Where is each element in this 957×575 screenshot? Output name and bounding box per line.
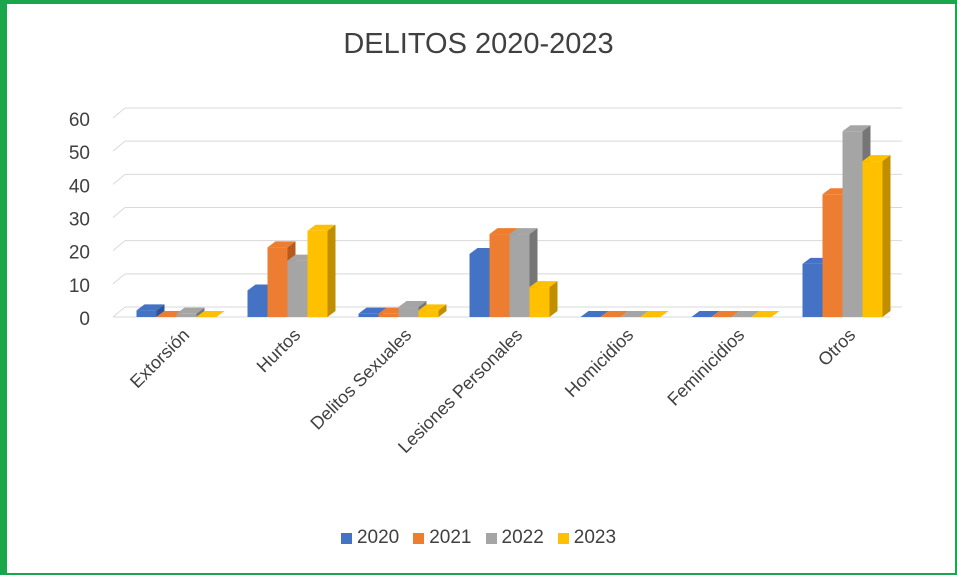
bar-top [176,307,205,314]
bar [862,161,883,317]
legend-swatch [340,532,352,544]
chart-title: DELITOS 2020-2023 [343,28,614,60]
bar [176,313,197,317]
legend-label: 2021 [429,527,472,548]
legend-swatch [413,532,425,544]
bar [529,287,550,317]
y-tick-label: 50 [69,143,90,164]
bar-top [307,224,336,231]
legend-swatch [485,532,497,544]
chart-legend: 2020 2021 2022 2023 [0,527,957,549]
bar-top [691,311,720,317]
bar-top [418,304,447,311]
legend-label: 2022 [501,527,544,548]
frame-border-bottom [0,573,957,575]
bar-top [398,301,427,308]
bar-top [509,228,538,235]
bar-top [842,125,871,132]
gridline-diagonal [112,273,126,285]
bar-top [640,311,669,317]
bar-top [711,311,740,317]
bar-top [489,228,518,235]
bar [307,230,328,317]
y-tick-label: 10 [69,276,90,297]
y-tick-label: 20 [69,243,90,264]
gridline-diagonal [112,306,126,318]
x-tick-label: Lesiones Personales [394,325,526,457]
bar [418,310,439,317]
x-tick-label: Hurtos [253,325,305,377]
bar [398,307,419,317]
x-tick-label: Otros [814,325,859,370]
gridline-diagonal [112,207,126,218]
bar [842,131,863,317]
bar [247,290,268,317]
bar [509,234,530,317]
legend-item: 2023 [557,527,617,549]
gridline-diagonal [112,107,126,119]
bar-side [156,304,165,317]
bar-top [751,311,780,317]
bar-top [358,307,387,314]
bar [358,313,379,317]
bar-side [549,281,558,317]
bar-side [327,224,336,317]
legend-item: 2022 [485,527,544,549]
legend-label: 2020 [356,527,400,548]
gridline-diagonal [112,240,126,252]
bar [822,194,843,317]
bar [287,260,308,317]
legend-item: 2021 [413,527,472,549]
x-tick-label: Feminicidios [663,325,748,410]
x-tick-label: Extorsión [126,325,193,392]
legend-item: 2020 [340,527,400,549]
gridline-diagonal [112,140,126,152]
bar [802,263,823,317]
bar-side [882,155,891,317]
bar-top [620,311,649,317]
bar [136,310,157,317]
gridline-diagonal [112,173,126,185]
y-tick-label: 30 [69,210,90,231]
bar-top [196,311,225,317]
bar-top [600,311,629,317]
frame-border-right [955,0,957,575]
legend-label: 2023 [573,527,617,548]
bar-side [438,304,447,317]
bar [489,234,510,317]
bar-top [580,311,609,317]
frame-border-left [0,0,7,575]
y-tick-label: 0 [79,309,90,330]
bar [378,313,399,317]
bar-top [529,281,558,288]
bar-top [862,155,891,162]
x-tick-label: Homicidios [561,325,637,401]
bar-side [196,307,205,317]
bar-top [731,311,760,317]
bar-top [267,241,296,248]
x-tick-label: Delitos Sexuales [306,325,415,434]
y-tick-label: 40 [69,176,90,197]
legend-swatch [557,532,569,544]
y-tick-label: 60 [69,110,90,131]
bar-top [136,304,165,311]
frame-border-top [0,0,957,4]
bar [469,253,490,317]
bar [267,247,288,317]
